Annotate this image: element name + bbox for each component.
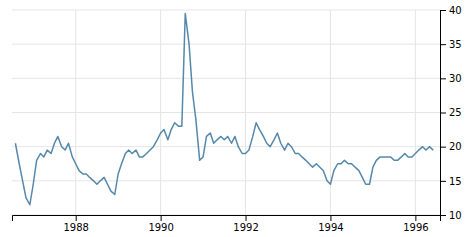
y-tick-label: 40 bbox=[449, 5, 462, 16]
y-tick-mark bbox=[440, 181, 446, 182]
y-tick-label: 30 bbox=[449, 73, 462, 84]
y-tick: 35 bbox=[440, 39, 462, 50]
y-tick-label: 35 bbox=[449, 39, 462, 50]
x-tick: 1994 bbox=[318, 215, 343, 233]
x-tick-mark bbox=[246, 215, 247, 221]
y-tick: 40 bbox=[440, 5, 462, 16]
chart: 1988 1990 1992 1994 1996 10 15 20 25 30 35 40 bbox=[0, 0, 474, 237]
x-tick-mark bbox=[161, 215, 162, 221]
y-tick: 25 bbox=[440, 107, 462, 118]
grid-line-y bbox=[12, 180, 440, 181]
y-tick-mark bbox=[440, 78, 446, 79]
line bbox=[15, 13, 433, 204]
y-tick-mark bbox=[440, 215, 446, 216]
x-tick-label: 1990 bbox=[148, 222, 173, 233]
x-tick-label: 1988 bbox=[63, 222, 88, 233]
plot-area bbox=[15, 13, 433, 204]
y-tick: 30 bbox=[440, 73, 462, 84]
x-tick-label: 1994 bbox=[318, 222, 343, 233]
y-tick-mark bbox=[440, 147, 446, 148]
x-tick: 1990 bbox=[148, 215, 173, 233]
x-axis-line bbox=[13, 216, 441, 222]
x-tick: 1992 bbox=[233, 215, 258, 233]
y-tick-mark bbox=[440, 10, 446, 11]
y-tick: 15 bbox=[440, 176, 462, 187]
y-tick-label: 20 bbox=[449, 141, 462, 152]
y-axis: 10 15 20 25 30 35 40 bbox=[440, 5, 462, 221]
x-tick-mark bbox=[330, 215, 331, 221]
y-tick-mark bbox=[440, 44, 446, 45]
y-tick: 10 bbox=[440, 210, 462, 221]
x-tick-label: 1992 bbox=[233, 222, 258, 233]
grid-line-y bbox=[12, 44, 440, 45]
grid bbox=[12, 10, 440, 215]
x-tick-label: 1996 bbox=[403, 222, 428, 233]
x-axis: 1988 1990 1992 1994 1996 bbox=[13, 215, 441, 233]
y-axis-line bbox=[441, 11, 447, 216]
x-tick: 1988 bbox=[63, 215, 88, 233]
grid-line-y bbox=[12, 112, 440, 113]
grid-line-y bbox=[12, 146, 440, 147]
grid-line-y bbox=[12, 10, 440, 11]
x-tick-mark bbox=[76, 215, 77, 221]
y-tick: 20 bbox=[440, 141, 462, 152]
grid-line-y bbox=[12, 78, 440, 79]
x-tick-mark bbox=[415, 215, 416, 221]
y-tick-label: 15 bbox=[449, 176, 462, 187]
x-tick: 1996 bbox=[403, 215, 428, 233]
y-tick-label: 10 bbox=[449, 210, 462, 221]
y-tick-mark bbox=[440, 113, 446, 114]
y-tick-label: 25 bbox=[449, 107, 462, 118]
